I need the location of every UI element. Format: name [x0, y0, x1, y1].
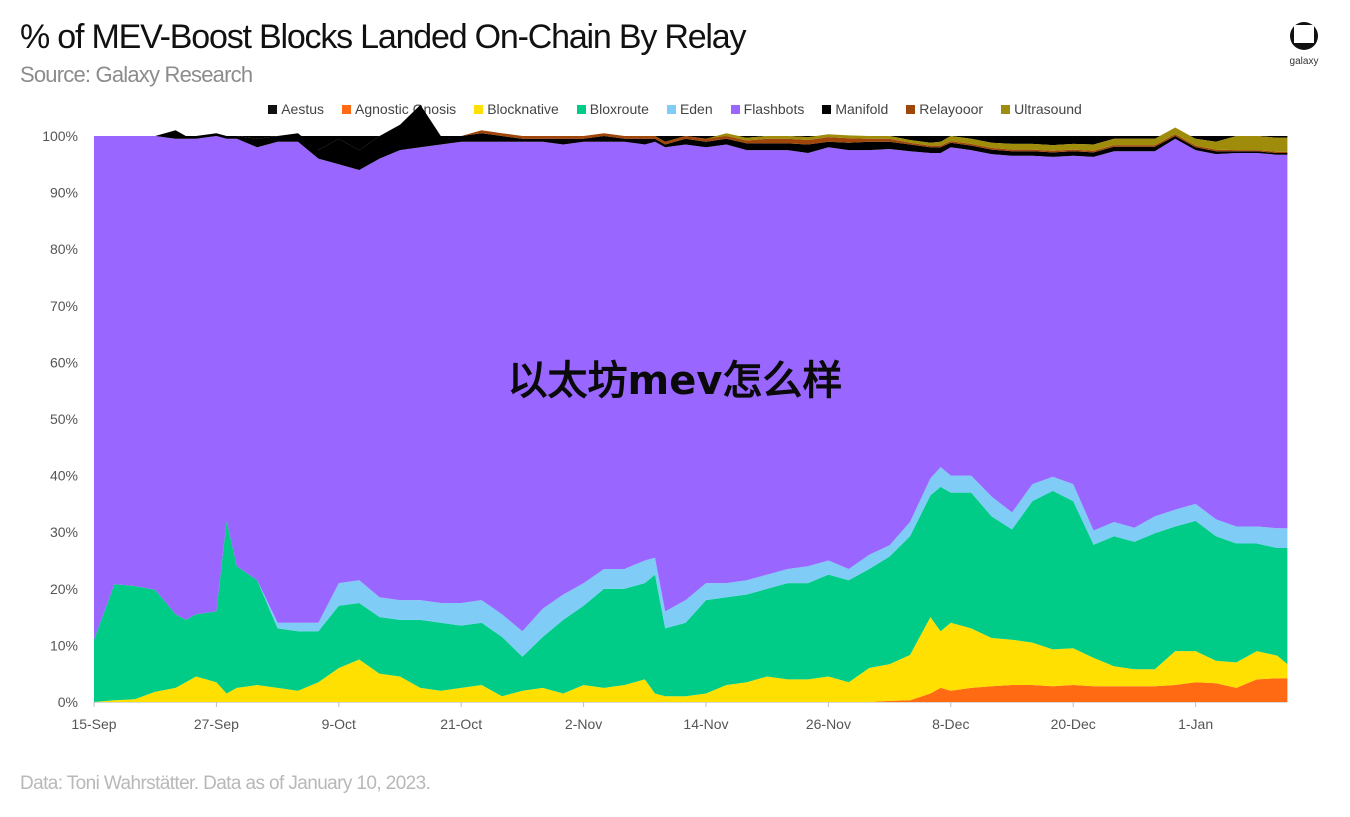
legend-label: Ultrasound [1014, 101, 1082, 117]
y-tick-label: 60% [50, 354, 78, 370]
legend-swatch-icon [342, 104, 352, 114]
y-tick-label: 70% [50, 298, 78, 314]
x-tick-label: 26-Nov [806, 716, 851, 732]
legend-item-relayooor: Relayooor [906, 101, 983, 117]
x-tick-label: 1-Jan [1178, 716, 1213, 732]
series-area-remainder [94, 136, 1288, 151]
y-tick-label: 20% [50, 581, 78, 597]
y-tick-label: 40% [50, 468, 78, 484]
x-tick-label: 9-Oct [322, 716, 356, 732]
y-tick-label: 30% [50, 524, 78, 540]
legend-item-bloxroute: Bloxroute [576, 101, 649, 117]
galaxy-logo-icon [1290, 22, 1318, 50]
x-tick-label: 21-Oct [440, 716, 482, 732]
legend-label: Bloxroute [589, 101, 649, 117]
legend-label: Eden [679, 101, 713, 117]
x-tick-label: 2-Nov [565, 716, 602, 732]
legend-swatch-icon [666, 104, 676, 114]
legend-swatch-icon [576, 104, 586, 114]
x-tick-label: 8-Dec [932, 716, 969, 732]
y-tick-label: 90% [50, 185, 78, 201]
legend-swatch-icon [268, 104, 278, 114]
legend-label: Agnostic Gnosis [355, 101, 457, 117]
y-tick-label: 10% [50, 637, 78, 653]
legend-label: Flashbots [743, 101, 805, 117]
legend-item-eden: Eden [666, 101, 713, 117]
legend-label: Relayooor [919, 101, 984, 117]
series-area-blocknative [94, 617, 1288, 702]
legend-swatch-icon [906, 104, 916, 114]
legend-swatch-icon [1001, 104, 1011, 114]
chart-legend: Aestus Agnostic Gnosis Blocknative Bloxrout… [0, 101, 1350, 117]
series-area-bloxroute [94, 486, 1288, 702]
x-tick-label: 14-Nov [683, 716, 728, 732]
galaxy-logo: galaxy [1284, 22, 1324, 72]
legend-item-flashbots: Flashbots [730, 101, 805, 117]
y-tick-label: 100% [42, 128, 78, 144]
chart-title: % of MEV-Boost Blocks Landed On-Chain By… [20, 18, 746, 56]
x-tick-label: 20-Dec [1051, 716, 1096, 732]
legend-swatch-icon [822, 104, 832, 114]
legend-item-ultrasound: Ultrasound [1001, 101, 1082, 117]
legend-label: Aestus [281, 101, 325, 117]
x-tick-label: 27-Sep [194, 716, 239, 732]
y-tick-label: 80% [50, 241, 78, 257]
legend-item-manifold: Manifold [822, 101, 888, 117]
data-source-note: Data: Toni Wahrstätter. Data as of Janua… [20, 773, 431, 794]
legend-item-blocknative: Blocknative [474, 101, 559, 117]
legend-label: Blocknative [487, 101, 559, 117]
stacked-area-chart: 0% 10% 20% 30% 40% 50% 60% 70% 80% 90% 100% 15-Sep 2… [42, 104, 1288, 732]
y-tick-label: 50% [50, 411, 78, 427]
series-area-flashbots [94, 136, 1288, 640]
series-area-eden [94, 467, 1288, 657]
chart-subtitle: Source: Galaxy Research [20, 62, 253, 87]
logo-text: galaxy [1289, 56, 1319, 67]
legend-item-agnostic-gnosis: Agnostic Gnosis [342, 101, 456, 117]
series-area-agnostic-gnosis [94, 678, 1288, 702]
legend-label: Manifold [835, 101, 889, 117]
legend-swatch-icon [730, 104, 740, 114]
legend-swatch-icon [474, 104, 484, 114]
x-tick-label: 15-Sep [71, 716, 116, 732]
y-tick-label: 0% [58, 694, 78, 710]
legend-item-aestus: Aestus [268, 101, 324, 117]
